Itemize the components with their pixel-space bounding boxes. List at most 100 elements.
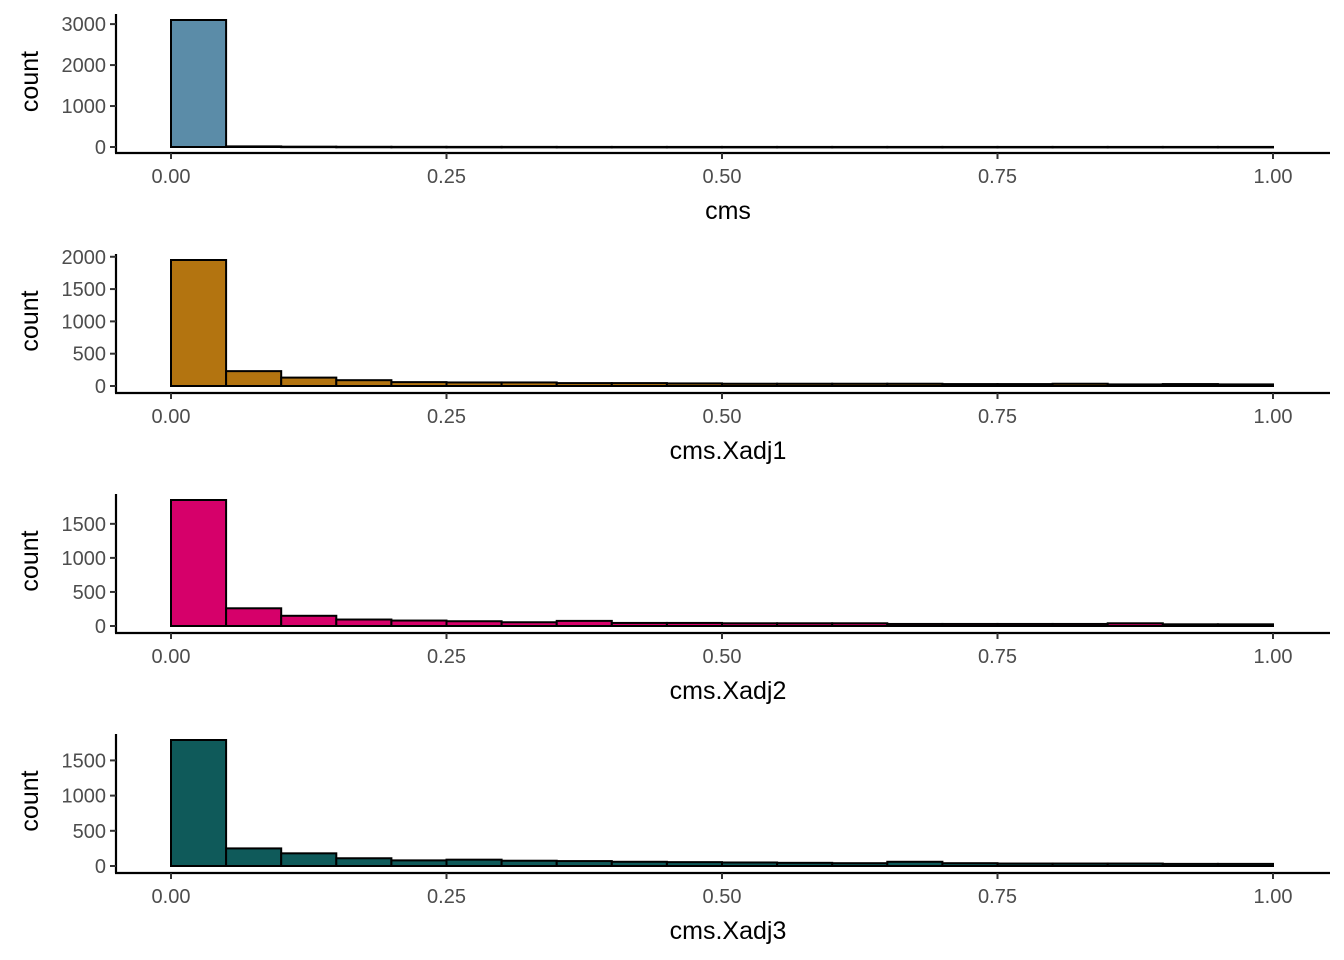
histogram-bar (1216, 383, 1275, 387)
histogram-bar (1051, 145, 1109, 149)
histogram-bar (776, 861, 834, 867)
x-tick-label: 0.50 (703, 646, 742, 668)
histogram-panel-3: 0 500 1000 1500 0.00 0.25 0.50 0.75 1.00 cms.Xadj… (16, 494, 1330, 705)
x-tick-label: 0.25 (427, 406, 466, 428)
histogram-bar (390, 145, 448, 149)
histogram-bar (335, 145, 393, 149)
histogram-bar (1216, 145, 1275, 149)
histogram-bar (445, 858, 503, 867)
y-tick-label: 2000 (62, 247, 107, 269)
y-tick-label: 0 (95, 616, 106, 638)
histogram-bar (996, 145, 1054, 149)
histogram-bar (1106, 145, 1164, 149)
histogram-bar (941, 383, 999, 387)
histogram-bar (445, 145, 503, 149)
histogram-bar (665, 621, 724, 627)
histogram-bar (500, 859, 558, 867)
x-axis-title: cms.Xadj3 (670, 917, 787, 945)
histogram-bar (280, 614, 338, 628)
histogram-bar (1161, 383, 1219, 387)
x-tick-label: 1.00 (1254, 406, 1293, 428)
x-axis-title: cms (705, 197, 751, 225)
y-axis-title: count (16, 530, 44, 591)
histogram-bar (721, 382, 779, 388)
histogram-bar (555, 619, 613, 628)
histogram-bar (610, 621, 668, 627)
histogram-bar (1106, 622, 1164, 628)
y-tick-label: 1000 (62, 548, 107, 570)
x-tick-label: 1.00 (1254, 646, 1293, 668)
y-tick-label: 3000 (62, 14, 107, 36)
histogram-bar (831, 145, 889, 149)
histogram-bar (390, 859, 448, 867)
histogram-bar (665, 861, 724, 867)
histogram-bar (721, 145, 779, 149)
x-axis-title: cms.Xadj2 (670, 677, 787, 705)
histogram-bar (831, 622, 889, 628)
x-tick-label: 0.00 (152, 646, 191, 668)
y-tick-label: 1500 (62, 279, 107, 301)
y-axis-title: count (16, 770, 44, 831)
histogram-bar (1051, 382, 1109, 388)
histogram-bar (225, 847, 283, 867)
y-tick-label: 0 (95, 376, 106, 398)
histogram-bar (776, 382, 834, 388)
histogram-bar (886, 145, 944, 149)
histogram-bar (1106, 862, 1164, 868)
x-tick-label: 1.00 (1254, 166, 1293, 188)
histogram-panel-2: 0 500 1000 1500 2000 0.00 0.25 0.50 0.75 1.00 cms.… (16, 247, 1330, 465)
y-axis-title: count (16, 51, 44, 112)
histogram-bar (886, 382, 944, 388)
histogram-bar (555, 860, 613, 868)
histogram-panel-1: 0 1000 2000 3000 0.00 0.25 0.50 0.75 1.00 cms coun… (16, 14, 1330, 225)
x-tick-label: 0.50 (703, 166, 742, 188)
histogram-bar (500, 621, 558, 627)
histogram-bar (225, 145, 283, 148)
histogram-bar (555, 382, 613, 388)
histogram-bar (1161, 862, 1219, 867)
histogram-bar (1161, 145, 1219, 149)
histogram-bar (941, 622, 999, 628)
x-tick-label: 0.50 (703, 406, 742, 428)
histogram-bar (280, 145, 338, 149)
x-tick-label: 0.75 (978, 166, 1017, 188)
x-tick-label: 0.25 (427, 886, 466, 908)
histogram-bar (390, 619, 448, 627)
histogram-bar (610, 145, 668, 149)
histogram-bar (390, 381, 448, 388)
histogram-bar (996, 622, 1054, 628)
histogram-bar (941, 145, 999, 149)
histogram-bar (445, 381, 503, 388)
y-tick-label: 500 (73, 344, 106, 366)
x-tick-label: 0.75 (978, 886, 1017, 908)
x-tick-label: 0.00 (152, 886, 191, 908)
histogram-bar (776, 145, 834, 149)
histogram-bar (225, 607, 283, 627)
y-tick-label: 1000 (62, 311, 107, 333)
x-tick-label: 0.75 (978, 646, 1017, 668)
y-tick-label: 500 (73, 582, 106, 604)
y-tick-label: 0 (95, 137, 106, 159)
y-axis-title: count (16, 290, 44, 351)
x-tick-label: 1.00 (1254, 886, 1293, 908)
histogram-bar (665, 382, 724, 387)
histogram-bar (500, 145, 558, 149)
x-tick-label: 0.00 (152, 406, 191, 428)
histogram-bar (1051, 622, 1109, 628)
y-tick-label: 0 (95, 856, 106, 878)
histogram-bar (170, 19, 228, 148)
y-tick-label: 1000 (62, 96, 107, 118)
y-tick-label: 1500 (62, 750, 107, 772)
histogram-bar (610, 382, 668, 388)
histogram-bar (721, 622, 779, 628)
histogram-bar (335, 379, 393, 387)
histogram-bar (170, 499, 228, 627)
histogram-bar (1161, 623, 1219, 628)
histogram-bar (500, 381, 558, 388)
histogram-bar (335, 857, 393, 867)
histogram-bar (665, 145, 724, 149)
histogram-bar (831, 382, 889, 388)
histogram-bar (1051, 862, 1109, 868)
y-tick-label: 1000 (62, 786, 107, 808)
